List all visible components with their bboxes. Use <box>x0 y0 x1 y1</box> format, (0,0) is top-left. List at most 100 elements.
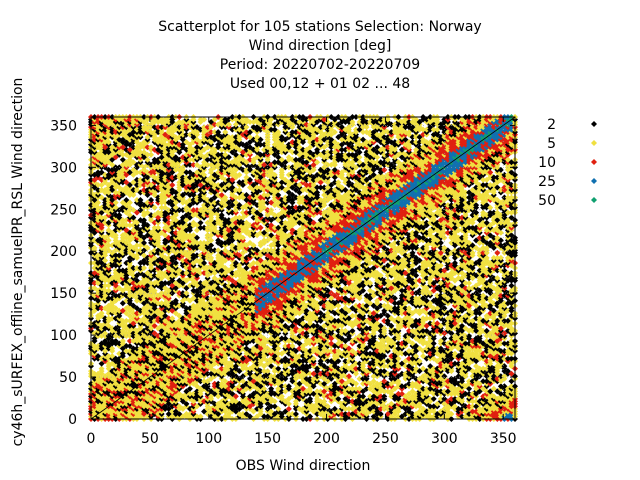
scatter-point <box>98 322 105 329</box>
scatter-point <box>112 332 119 339</box>
scatter-point <box>116 169 123 176</box>
scatter-point <box>112 267 119 274</box>
scatter-point <box>91 259 98 266</box>
scatter-point <box>91 285 98 292</box>
scatter-point <box>112 310 119 317</box>
scatter-point <box>105 171 112 178</box>
scatter-point <box>112 257 119 264</box>
scatter-point <box>105 322 112 329</box>
scatter-point <box>112 292 119 299</box>
scatter-point <box>91 302 98 309</box>
scatter-point <box>91 270 98 277</box>
scatter-point <box>91 171 98 178</box>
scatter-point <box>102 287 109 294</box>
scatter-point <box>95 343 102 350</box>
scatter-point <box>91 244 98 251</box>
scatter-point <box>105 146 112 153</box>
scatter-point <box>102 373 109 380</box>
scatter-point <box>98 169 105 176</box>
scatter-point <box>112 189 119 196</box>
scatter-point <box>95 252 102 259</box>
scatter-point <box>95 169 102 176</box>
scatter-point <box>91 320 98 327</box>
scatter-point <box>112 355 119 362</box>
scatter-point <box>109 161 116 168</box>
chart-title-line-1: Scatterplot for 105 stations Selection: … <box>158 19 482 35</box>
scatter-point <box>112 262 119 269</box>
chart-title-line-4: Used 00,12 + 01 02 ... 48 <box>229 76 411 92</box>
scatter-point <box>105 154 112 161</box>
scatter-point <box>102 275 109 282</box>
scatter-point <box>112 199 119 206</box>
scatter-point <box>98 214 105 221</box>
scatter-point <box>116 340 123 347</box>
chart-title-line-3: Period: 20220702-20220709 <box>219 57 421 73</box>
scatter-point <box>98 194 105 201</box>
scatter-point <box>95 287 102 294</box>
scatter-point <box>102 234 109 241</box>
scatter-point <box>105 237 112 244</box>
scatter-point <box>105 227 112 234</box>
scatter-point <box>98 209 105 216</box>
scatter-point <box>105 166 112 173</box>
scatter-point <box>116 285 123 292</box>
scatter-point <box>112 232 119 239</box>
scatter-point <box>95 312 102 319</box>
scatter-point <box>98 282 105 289</box>
scatter-point <box>95 237 102 244</box>
scatter-point <box>105 139 112 146</box>
scatter-point <box>116 189 123 196</box>
scatter-point <box>112 247 119 254</box>
scatter-point <box>109 229 116 236</box>
scatter-point <box>109 151 116 158</box>
scatter-point <box>109 166 116 173</box>
scatter-point <box>102 197 109 204</box>
scatter-point <box>105 282 112 289</box>
scatter-point <box>112 154 119 161</box>
scatter-point <box>116 176 123 183</box>
scatter-point <box>105 247 112 254</box>
scatter-point <box>109 194 116 201</box>
scatter-point <box>105 315 112 322</box>
scatter-point <box>102 262 109 269</box>
scatter-point <box>98 222 105 229</box>
scatter-point <box>109 184 116 191</box>
scatter-point <box>91 280 98 287</box>
scatter-point <box>116 207 123 214</box>
scatter-point <box>109 176 116 183</box>
scatter-point <box>116 149 123 156</box>
scatter-point <box>116 307 123 314</box>
scatter-point <box>91 265 98 271</box>
scatter-point <box>105 287 112 294</box>
scatter-point <box>98 355 105 362</box>
scatter-point <box>91 370 98 377</box>
scatter-point <box>112 325 119 332</box>
scatter-point <box>105 353 112 360</box>
scatter-points <box>88 114 518 422</box>
scatter-point <box>112 171 119 178</box>
scatter-point <box>91 227 98 234</box>
scatter-point <box>105 332 112 339</box>
scatter-point <box>102 156 109 163</box>
scatter-point <box>112 337 119 344</box>
scatter-point <box>98 332 105 339</box>
scatter-point <box>102 282 109 289</box>
scatter-point <box>98 270 105 277</box>
scatter-point <box>98 305 105 312</box>
scatter-point <box>95 186 102 193</box>
scatter-point <box>102 348 109 355</box>
scatter-point <box>91 343 98 350</box>
scatter-point <box>116 239 123 246</box>
scatter-point <box>112 315 119 322</box>
scatter-point <box>91 237 98 244</box>
scatter-point <box>109 156 116 163</box>
scatter-point <box>109 368 116 375</box>
scatter-point <box>102 315 109 322</box>
scatter-point <box>116 267 123 274</box>
scatter-point <box>109 249 116 256</box>
scatter-point <box>98 259 105 266</box>
scatter-point <box>105 262 112 269</box>
scatter-point <box>95 199 102 206</box>
scatter-point <box>109 360 116 367</box>
